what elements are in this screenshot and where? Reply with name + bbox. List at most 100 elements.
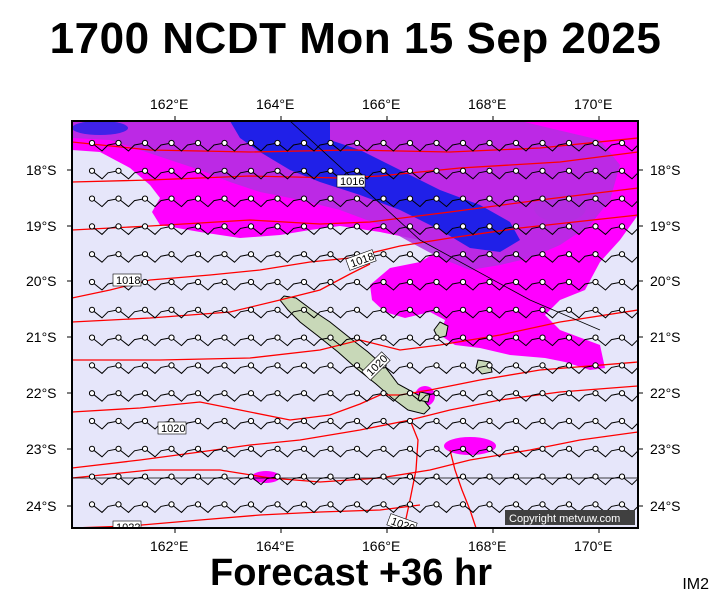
wind-station-marker <box>88 223 96 230</box>
wind-station-marker <box>565 362 573 369</box>
wind-station-marker <box>327 306 334 313</box>
wind-station-marker <box>247 195 255 202</box>
copyright-box: Copyright metvuw.com <box>505 510 635 525</box>
wind-station-marker <box>380 334 387 341</box>
wind-station-marker <box>274 306 281 313</box>
wind-station-marker <box>141 445 149 452</box>
wind-station-marker <box>221 195 228 202</box>
wind-station-marker <box>486 334 493 341</box>
wind-station-marker <box>168 139 175 147</box>
wind-station-marker <box>168 167 175 174</box>
wind-station-marker <box>194 195 202 202</box>
wind-station-marker <box>459 445 467 452</box>
wind-station-marker <box>300 306 308 313</box>
wind-station-marker <box>141 167 149 174</box>
wind-station-marker <box>380 473 387 480</box>
wind-station-marker <box>353 139 361 147</box>
wind-station-marker <box>406 417 414 425</box>
lat-label-right-19: 19°S <box>650 218 681 234</box>
wind-station-marker <box>194 167 202 174</box>
wind-station-marker <box>380 195 387 202</box>
loyalty-island-1 <box>433 321 449 339</box>
wind-station-marker <box>539 417 546 425</box>
wind-station-marker <box>539 501 546 508</box>
wind-station-marker <box>327 334 334 341</box>
wind-station-marker <box>406 167 414 174</box>
wind-station-marker <box>274 473 281 480</box>
wind-station-marker <box>274 417 281 425</box>
wind-station-marker <box>221 334 228 341</box>
wind-station-marker <box>247 139 255 147</box>
wind-station-marker <box>380 306 387 313</box>
wind-station-marker <box>539 390 546 397</box>
wind-station-marker <box>88 390 96 397</box>
wind-station-marker <box>592 362 599 369</box>
isobars <box>72 137 638 528</box>
wind-station-marker <box>274 390 281 397</box>
wind-station-marker <box>274 223 281 230</box>
wind-station-marker <box>512 334 520 341</box>
wind-station-marker <box>380 417 387 425</box>
wind-station-marker <box>592 473 599 480</box>
wind-station-marker <box>565 445 573 452</box>
wind-station-marker <box>592 445 599 452</box>
lon-label-top-170: 170°E <box>574 96 613 112</box>
wind-station-marker <box>247 445 255 452</box>
wind-station-marker <box>141 139 149 147</box>
wind-station-marker <box>486 445 493 452</box>
wind-station-marker <box>459 223 467 230</box>
wind-station-marker <box>618 195 626 202</box>
isobar-label-1016: 1016 <box>336 174 366 188</box>
wind-station-marker <box>459 306 467 313</box>
lon-label-bottom-168: 168°E <box>468 538 507 554</box>
wind-station-marker <box>459 251 467 258</box>
wind-station-marker <box>433 195 440 202</box>
wind-station-marker <box>247 167 255 174</box>
wind-station-marker <box>141 501 149 508</box>
wind-station-marker <box>406 139 414 147</box>
wind-station-marker <box>300 167 308 174</box>
wind-station-marker <box>115 417 122 425</box>
wind-station-marker <box>300 473 308 480</box>
wind-station-marker <box>353 167 361 174</box>
wind-station-marker <box>380 223 387 230</box>
lat-label-left-23: 23°S <box>26 441 57 457</box>
wind-station-marker <box>592 251 599 258</box>
wind-station-marker <box>353 417 361 425</box>
wind-station-marker <box>247 501 255 508</box>
wind-station-marker <box>274 362 281 369</box>
wind-station-marker <box>433 334 440 341</box>
wind-station-marker <box>353 334 361 341</box>
wind-station-marker <box>459 278 467 286</box>
wind-station-marker <box>274 139 281 147</box>
wind-station-marker <box>274 167 281 174</box>
wind-station-marker <box>512 501 520 508</box>
wind-station-marker <box>433 278 440 286</box>
wind-station-marker <box>221 251 228 258</box>
wind-station-marker <box>194 445 202 452</box>
wind-station-marker <box>168 251 175 258</box>
wind-station-marker <box>380 445 387 452</box>
wind-station-marker <box>486 195 493 202</box>
wind-station-marker <box>274 195 281 202</box>
svg-text:1022: 1022 <box>116 522 140 534</box>
wind-station-marker <box>194 223 202 230</box>
wind-station-marker <box>115 251 122 258</box>
wind-station-marker <box>274 501 281 508</box>
rain-heavy-areas <box>72 121 520 252</box>
wind-station-marker <box>168 195 175 202</box>
image-code: IM2 <box>682 576 709 593</box>
wind-station-marker <box>247 417 255 425</box>
wind-station-marker <box>512 390 520 397</box>
wind-station-marker <box>168 362 175 369</box>
wind-barb-row <box>91 309 638 319</box>
wind-station-marker <box>141 417 149 425</box>
lat-label-left-19: 19°S <box>26 218 57 234</box>
wind-station-marker <box>539 195 546 202</box>
wind-station-marker <box>88 278 96 286</box>
wind-station-marker <box>247 362 255 369</box>
wind-station-marker <box>88 473 96 480</box>
wind-station-marker <box>433 445 440 452</box>
wind-station-marker <box>221 139 228 147</box>
